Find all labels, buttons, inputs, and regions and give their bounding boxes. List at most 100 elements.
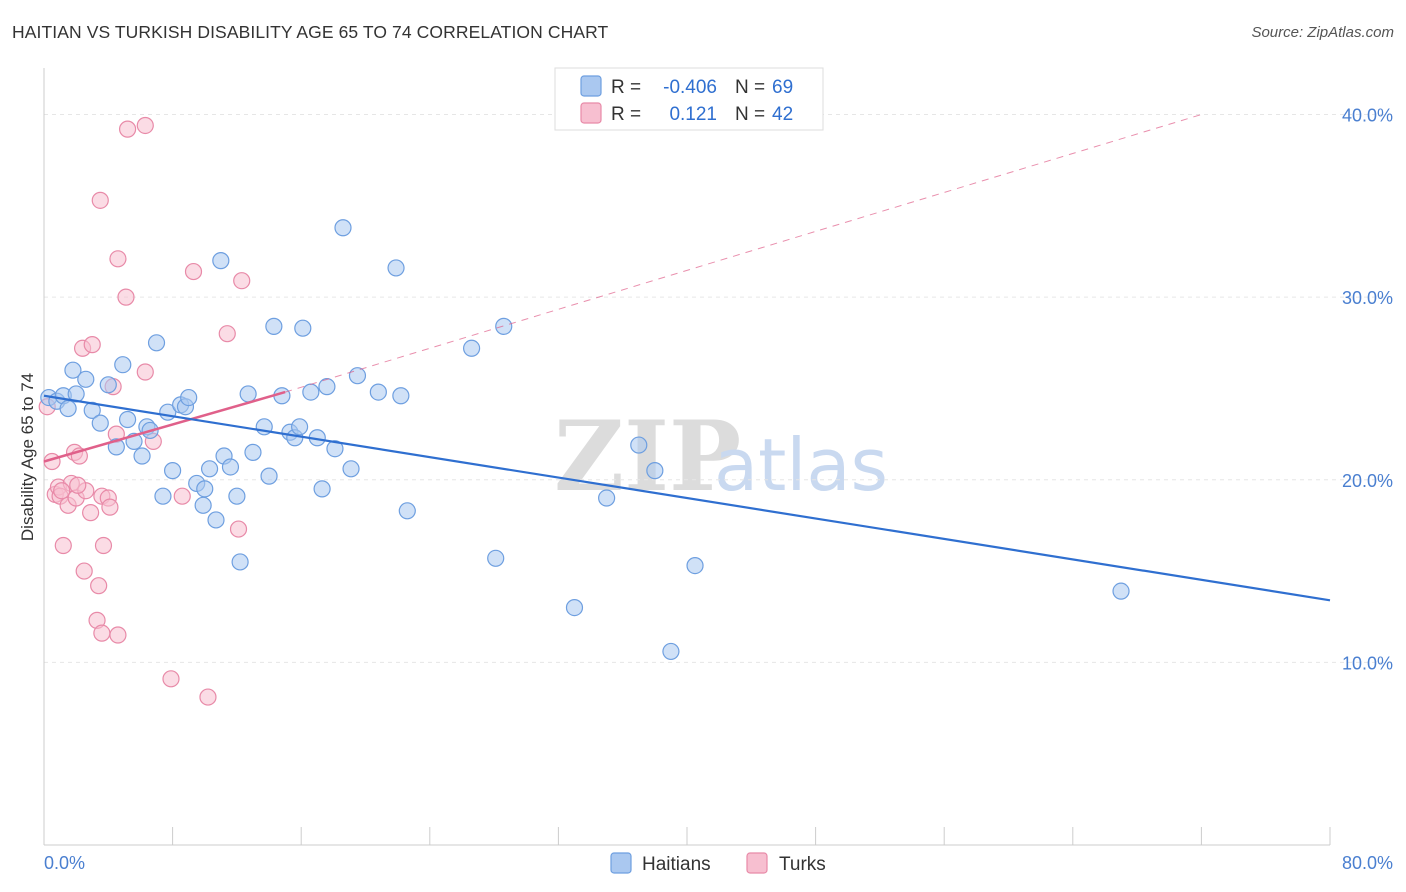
haitians-point-20	[164, 462, 182, 480]
legend-r-value-turks: 0.121	[669, 104, 717, 125]
series-legend-label-haitians: Haitians	[642, 854, 711, 875]
haitians-point-9	[99, 376, 117, 394]
turks-point-37	[229, 520, 248, 538]
haitians-point-38	[265, 317, 283, 335]
haitians-point-50	[342, 460, 360, 478]
x-ticks	[43, 827, 1331, 845]
x-tick-label-min: 0.0%	[44, 853, 85, 873]
turks-trend-extension	[284, 114, 1202, 393]
legend-r-label-haitians: R =	[611, 77, 641, 98]
turks-point-39	[218, 325, 236, 343]
haitians-point-12	[118, 410, 137, 429]
haitians-point-26	[196, 480, 214, 498]
haitians-point-57	[487, 549, 505, 567]
haitians-point-64	[686, 556, 704, 575]
trend-lines	[43, 114, 1331, 602]
legend-r-label-turks: R =	[611, 104, 641, 125]
turks-point-30	[136, 116, 154, 135]
turks-point-5	[54, 536, 72, 555]
haitians-point-34	[239, 385, 257, 403]
series-legend-swatch-haitians	[610, 852, 632, 874]
y-tick-label-40: 40.0%	[1342, 106, 1393, 126]
haitians-point-53	[387, 259, 405, 277]
turks-point-41	[53, 482, 71, 500]
turks-point-17	[90, 577, 108, 595]
haitians-point-55	[398, 502, 416, 520]
turks-point-29	[118, 120, 137, 138]
haitians-point-25	[194, 496, 212, 514]
haitians-point-51	[348, 367, 367, 385]
haitians-point-43	[294, 319, 312, 337]
haitians-point-46	[313, 480, 331, 498]
watermark-zip: ZIP	[554, 400, 741, 513]
turks-point-13	[82, 504, 100, 522]
turks-point-12	[75, 562, 93, 580]
haitians-point-42	[290, 418, 309, 436]
turks-point-28	[117, 288, 135, 306]
y-tick-label-20: 20.0%	[1342, 471, 1393, 491]
turks-point-26	[91, 191, 109, 209]
haitians-point-32	[228, 487, 246, 505]
haitians-point-8	[91, 414, 109, 432]
series-legend-label-turks: Turks	[779, 854, 826, 875]
correlation-legend: R = -0.406 N = 69 R = 0.121 N = 42	[554, 67, 824, 131]
haitians-point-48	[326, 440, 344, 458]
turks-point-36	[199, 688, 217, 706]
haitians-point-29	[212, 252, 230, 270]
legend-n-value-haitians: 69	[772, 77, 793, 98]
turks-point-27	[109, 250, 127, 268]
y-tick-label-30: 30.0%	[1342, 288, 1393, 308]
haitians-point-23	[180, 388, 198, 407]
haitians-points	[40, 219, 1130, 661]
turks-point-35	[184, 262, 203, 281]
haitians-trend-line	[43, 394, 1331, 602]
haitians-point-65	[1112, 582, 1130, 600]
haitians-point-4	[64, 361, 82, 379]
turks-point-31	[136, 363, 154, 381]
turks-point-25	[109, 626, 127, 644]
y-axis-label: Disability Age 65 to 74	[18, 373, 37, 541]
series-legend-swatch-turks	[746, 852, 768, 874]
haitians-point-58	[495, 317, 513, 335]
haitians-point-18	[154, 487, 172, 505]
turks-point-33	[162, 670, 180, 688]
y-tick-labels: 10.0% 20.0% 30.0% 40.0%	[1342, 106, 1393, 674]
haitians-point-14	[133, 447, 151, 465]
haitians-point-37	[260, 467, 278, 485]
y-tick-label-10: 10.0%	[1342, 653, 1393, 673]
legend-swatch-turks	[580, 102, 602, 124]
watermark: ZIP atlas	[554, 400, 888, 513]
turks-point-15	[83, 336, 101, 354]
haitians-point-6	[77, 370, 95, 388]
haitians-point-54	[392, 387, 410, 405]
turks-point-40	[69, 476, 87, 494]
haitians-point-28	[207, 511, 225, 529]
haitians-point-56	[462, 339, 481, 357]
turks-point-38	[233, 272, 251, 290]
chart-source: Source: ZipAtlas.com	[1251, 24, 1394, 41]
series-legend: Haitians Turks	[610, 852, 826, 875]
turks-trend-line	[43, 390, 286, 463]
x-tick-label-max: 80.0%	[1342, 853, 1393, 873]
haitians-point-35	[244, 443, 262, 461]
legend-n-value-turks: 42	[772, 104, 793, 125]
haitians-point-3	[59, 399, 77, 418]
haitians-point-27	[200, 460, 219, 478]
haitians-point-59	[565, 598, 584, 617]
legend-r-value-haitians: -0.406	[663, 77, 717, 98]
haitians-point-47	[318, 378, 336, 396]
haitians-point-17	[147, 334, 166, 352]
chart-title: HAITIAN VS TURKISH DISABILITY AGE 65 TO …	[12, 22, 609, 42]
legend-n-label-haitians: N =	[735, 77, 765, 98]
haitians-point-11	[114, 356, 132, 374]
haitians-point-63	[662, 642, 680, 661]
turks-points	[38, 116, 251, 706]
haitians-point-52	[369, 383, 387, 401]
turks-point-34	[173, 487, 191, 505]
haitians-point-31	[221, 458, 240, 476]
haitians-point-62	[646, 462, 664, 480]
haitians-point-44	[302, 383, 320, 401]
haitians-point-61	[630, 436, 648, 454]
legend-n-label-turks: N =	[735, 104, 765, 125]
